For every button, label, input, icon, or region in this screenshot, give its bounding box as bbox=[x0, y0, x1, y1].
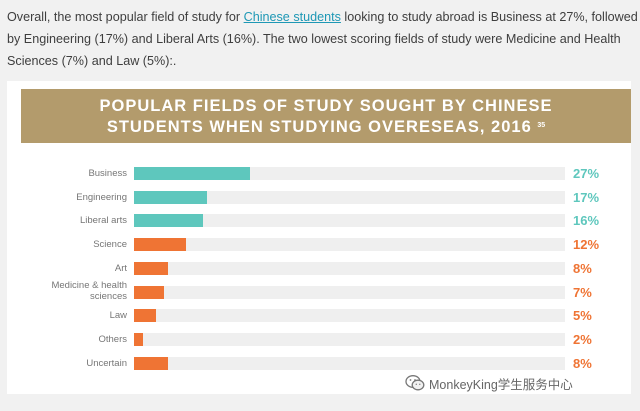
bar bbox=[134, 167, 251, 180]
bar-row: Art 8% bbox=[7, 260, 631, 286]
bar-row: Liberal arts 16% bbox=[7, 213, 631, 238]
intro-paragraph: Overall, the most popular field of study… bbox=[7, 6, 640, 72]
category-label: Engineering bbox=[76, 191, 127, 203]
category-label: Others bbox=[98, 333, 127, 345]
category-label: Liberal arts bbox=[80, 215, 127, 227]
bar-track bbox=[134, 167, 565, 180]
value-label: 12% bbox=[573, 237, 600, 253]
chart-title-line2: STUDENTS WHEN STUDYING OVERESEAS, 2016 3… bbox=[21, 117, 631, 138]
bar-track bbox=[134, 238, 565, 252]
bar bbox=[134, 309, 156, 323]
watermark: MonkeyKing学生服务中心 bbox=[405, 372, 573, 394]
category-label: Medicine & health sciences bbox=[51, 279, 127, 302]
value-label: 8% bbox=[573, 260, 592, 276]
bar-row: Law 5% bbox=[7, 308, 631, 333]
value-label: 5% bbox=[573, 308, 592, 324]
value-label: 16% bbox=[573, 213, 600, 229]
bar bbox=[134, 356, 169, 370]
bar-track bbox=[134, 309, 565, 323]
category-label: Uncertain bbox=[86, 357, 127, 369]
bar-track bbox=[134, 214, 565, 228]
bar-track bbox=[134, 356, 565, 370]
infographic-card: POPULAR FIELDS OF STUDY SOUGHT BY CHINES… bbox=[7, 81, 631, 394]
value-label: 2% bbox=[573, 331, 592, 347]
bar-row: Business 27% bbox=[7, 166, 631, 191]
watermark-text: MonkeyKing学生服务中心 bbox=[429, 377, 573, 392]
value-label: 7% bbox=[573, 284, 592, 300]
category-label: Law bbox=[109, 310, 127, 322]
category-label: Art bbox=[114, 262, 127, 274]
chinese-students-link[interactable]: Chinese students bbox=[243, 10, 341, 24]
bar bbox=[134, 261, 169, 275]
chart-title-line2-text: STUDENTS WHEN STUDYING OVERESEAS, 2016 bbox=[106, 118, 532, 136]
category-label: Science bbox=[93, 239, 127, 251]
bar bbox=[134, 214, 203, 228]
bar bbox=[134, 332, 143, 346]
bar-row: Others 2% bbox=[7, 331, 631, 357]
fields-of-study-chart: Business 27% Engineering 17% Liberal arts 16%… bbox=[7, 81, 631, 394]
bar-row: Uncertain 8% bbox=[7, 355, 631, 381]
chart-banner: POPULAR FIELDS OF STUDY SOUGHT BY CHINES… bbox=[21, 89, 631, 143]
value-label: 27% bbox=[573, 166, 600, 181]
bar-track bbox=[134, 332, 565, 346]
chart-title-line1: POPULAR FIELDS OF STUDY SOUGHT BY CHINES… bbox=[99, 97, 553, 115]
bar-row: Science 12% bbox=[7, 237, 631, 262]
bar-row: Engineering 17% bbox=[7, 189, 631, 215]
bar bbox=[134, 285, 165, 299]
category-label: Business bbox=[88, 168, 127, 179]
chart-title-footnote: 35 bbox=[537, 122, 546, 129]
bar bbox=[134, 190, 208, 204]
intro-text-before: Overall, the most popular field of study… bbox=[7, 10, 244, 24]
bar-track bbox=[134, 285, 565, 299]
bar-track bbox=[134, 190, 565, 204]
bar bbox=[134, 238, 186, 252]
value-label: 17% bbox=[573, 189, 600, 205]
intro-text-after: looking to study abroad is Business at 2… bbox=[7, 10, 638, 68]
bar-track bbox=[134, 261, 565, 275]
wechat-icon bbox=[405, 375, 425, 391]
value-label: 8% bbox=[573, 355, 592, 371]
bar-row: Medicine & health sciences 7% bbox=[7, 280, 631, 310]
